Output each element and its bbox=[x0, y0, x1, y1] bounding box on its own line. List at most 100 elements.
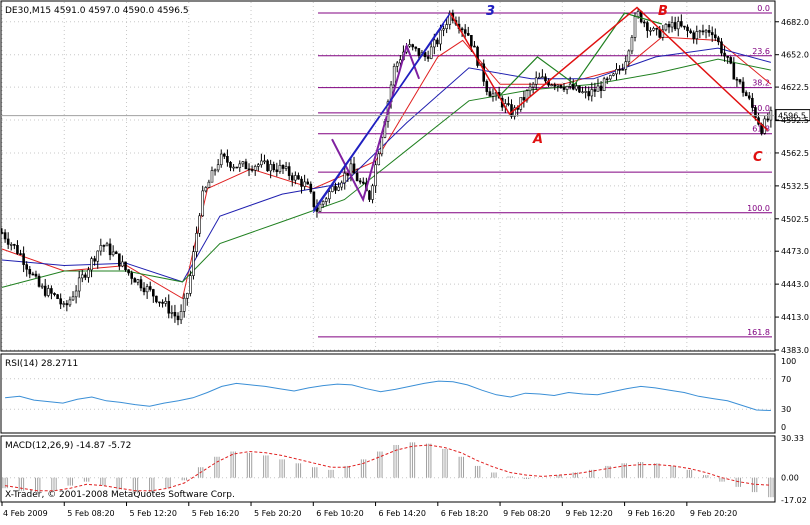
candle-body bbox=[47, 288, 50, 296]
rsi-panel-frame bbox=[0, 353, 776, 434]
fib-level-label: 0.0 bbox=[757, 4, 770, 13]
candle-body bbox=[28, 268, 32, 275]
candle-body bbox=[312, 191, 316, 208]
time-tick-label: 5 Feb 08:20 bbox=[67, 509, 114, 518]
candle-body bbox=[741, 81, 745, 93]
candle-body bbox=[473, 45, 476, 48]
candle-body bbox=[195, 232, 198, 252]
candle-body bbox=[133, 278, 137, 283]
macd-tick-label: 30.33 bbox=[781, 434, 804, 443]
candle-body bbox=[559, 84, 563, 88]
candle-body bbox=[463, 29, 467, 34]
candle-body bbox=[754, 107, 757, 119]
candle-body bbox=[507, 103, 510, 105]
candle-body bbox=[269, 164, 272, 172]
fib-level-label: 161.8 bbox=[747, 328, 770, 337]
candle-body bbox=[686, 26, 689, 32]
candle-body bbox=[102, 245, 106, 247]
candle-body bbox=[707, 30, 711, 33]
candle-body bbox=[152, 289, 155, 297]
rsi-tick-label: 100 bbox=[781, 357, 796, 366]
watermark: X-Trader, © 2001-2008 MetaQuotes Softwar… bbox=[5, 490, 235, 500]
rsi-tick-label: 30 bbox=[781, 405, 791, 414]
macd-axis: 30.33 0.00 -17.02 bbox=[781, 434, 807, 505]
candle-body bbox=[470, 34, 473, 47]
candle-body bbox=[96, 250, 100, 262]
fib-level-label: 38.2 bbox=[752, 79, 770, 88]
candle-body bbox=[105, 243, 109, 247]
candle-body bbox=[534, 77, 538, 85]
time-tick-label: 9 Feb 16:20 bbox=[628, 509, 675, 518]
candle-body bbox=[90, 258, 93, 271]
candle-body bbox=[460, 28, 464, 31]
candle-body bbox=[609, 75, 612, 80]
rsi-line bbox=[5, 380, 771, 411]
candle-body bbox=[491, 93, 495, 97]
blue-channel-line bbox=[312, 23, 445, 214]
candle-body bbox=[31, 273, 35, 276]
candle-body bbox=[318, 203, 322, 212]
candle-body bbox=[571, 83, 575, 90]
candle-body bbox=[377, 153, 381, 166]
price-axis: 4682.0 4652.0 4622.5 4592.5 4562.5 4532.5 4502… bbox=[775, 18, 809, 355]
candle-body bbox=[328, 191, 331, 200]
candle-body bbox=[50, 288, 53, 294]
candle-body bbox=[596, 85, 600, 92]
current-price-tag bbox=[775, 109, 810, 122]
candle-body bbox=[710, 32, 714, 36]
candle-body bbox=[426, 56, 430, 59]
candle-body bbox=[256, 164, 260, 167]
candle-body bbox=[584, 91, 587, 93]
candle-body bbox=[284, 166, 288, 169]
candle-body bbox=[321, 201, 325, 205]
time-tick-label: 6 Feb 14:20 bbox=[379, 509, 426, 518]
candle-body bbox=[99, 245, 103, 252]
candle-body bbox=[735, 78, 739, 81]
candle-body bbox=[77, 277, 81, 292]
current-price-label: 4596.5 bbox=[778, 112, 806, 121]
candle-body bbox=[374, 164, 377, 187]
candle-body bbox=[445, 24, 448, 29]
candle-body bbox=[241, 161, 245, 165]
candle-body bbox=[65, 303, 69, 306]
candle-body bbox=[361, 181, 365, 184]
candle-body bbox=[340, 182, 343, 188]
candle-body bbox=[247, 168, 251, 171]
candle-body bbox=[260, 160, 263, 166]
main-panel-header: DE30,M15 4591.0 4597.0 4590.0 4596.5 bbox=[5, 6, 189, 16]
fib-level-label: 23.6 bbox=[752, 47, 770, 56]
candle-body bbox=[71, 296, 75, 301]
candle-body bbox=[723, 52, 726, 57]
candle-body bbox=[747, 95, 751, 99]
candle-body bbox=[642, 21, 646, 24]
rsi-tick-label: 70 bbox=[781, 375, 791, 384]
candle-body bbox=[13, 244, 16, 246]
candle-body bbox=[226, 156, 229, 163]
candle-body bbox=[43, 285, 47, 296]
candle-body bbox=[522, 97, 526, 101]
candle-body bbox=[676, 21, 680, 30]
green-zigzag-line bbox=[499, 12, 663, 96]
candle-body bbox=[670, 22, 674, 28]
candle-body bbox=[111, 251, 115, 256]
candle-body bbox=[37, 275, 41, 287]
candle-body bbox=[395, 62, 399, 67]
candle-body bbox=[93, 258, 96, 262]
price-tick-label: 4443.0 bbox=[781, 280, 809, 289]
candle-body bbox=[108, 243, 112, 256]
candle-body bbox=[436, 39, 439, 45]
candle-body bbox=[303, 181, 306, 187]
candle-body bbox=[636, 11, 640, 17]
candle-body bbox=[139, 279, 143, 289]
candle-body bbox=[207, 181, 211, 188]
candle-body bbox=[766, 118, 770, 121]
candle-body bbox=[59, 298, 62, 305]
candle-body bbox=[148, 286, 152, 290]
candle-body bbox=[615, 68, 618, 75]
candle-body bbox=[253, 166, 257, 171]
candle-body bbox=[673, 22, 677, 30]
candle-body bbox=[531, 83, 535, 88]
candle-body bbox=[541, 76, 544, 79]
candle-body bbox=[476, 46, 479, 66]
candle-body bbox=[306, 181, 310, 185]
